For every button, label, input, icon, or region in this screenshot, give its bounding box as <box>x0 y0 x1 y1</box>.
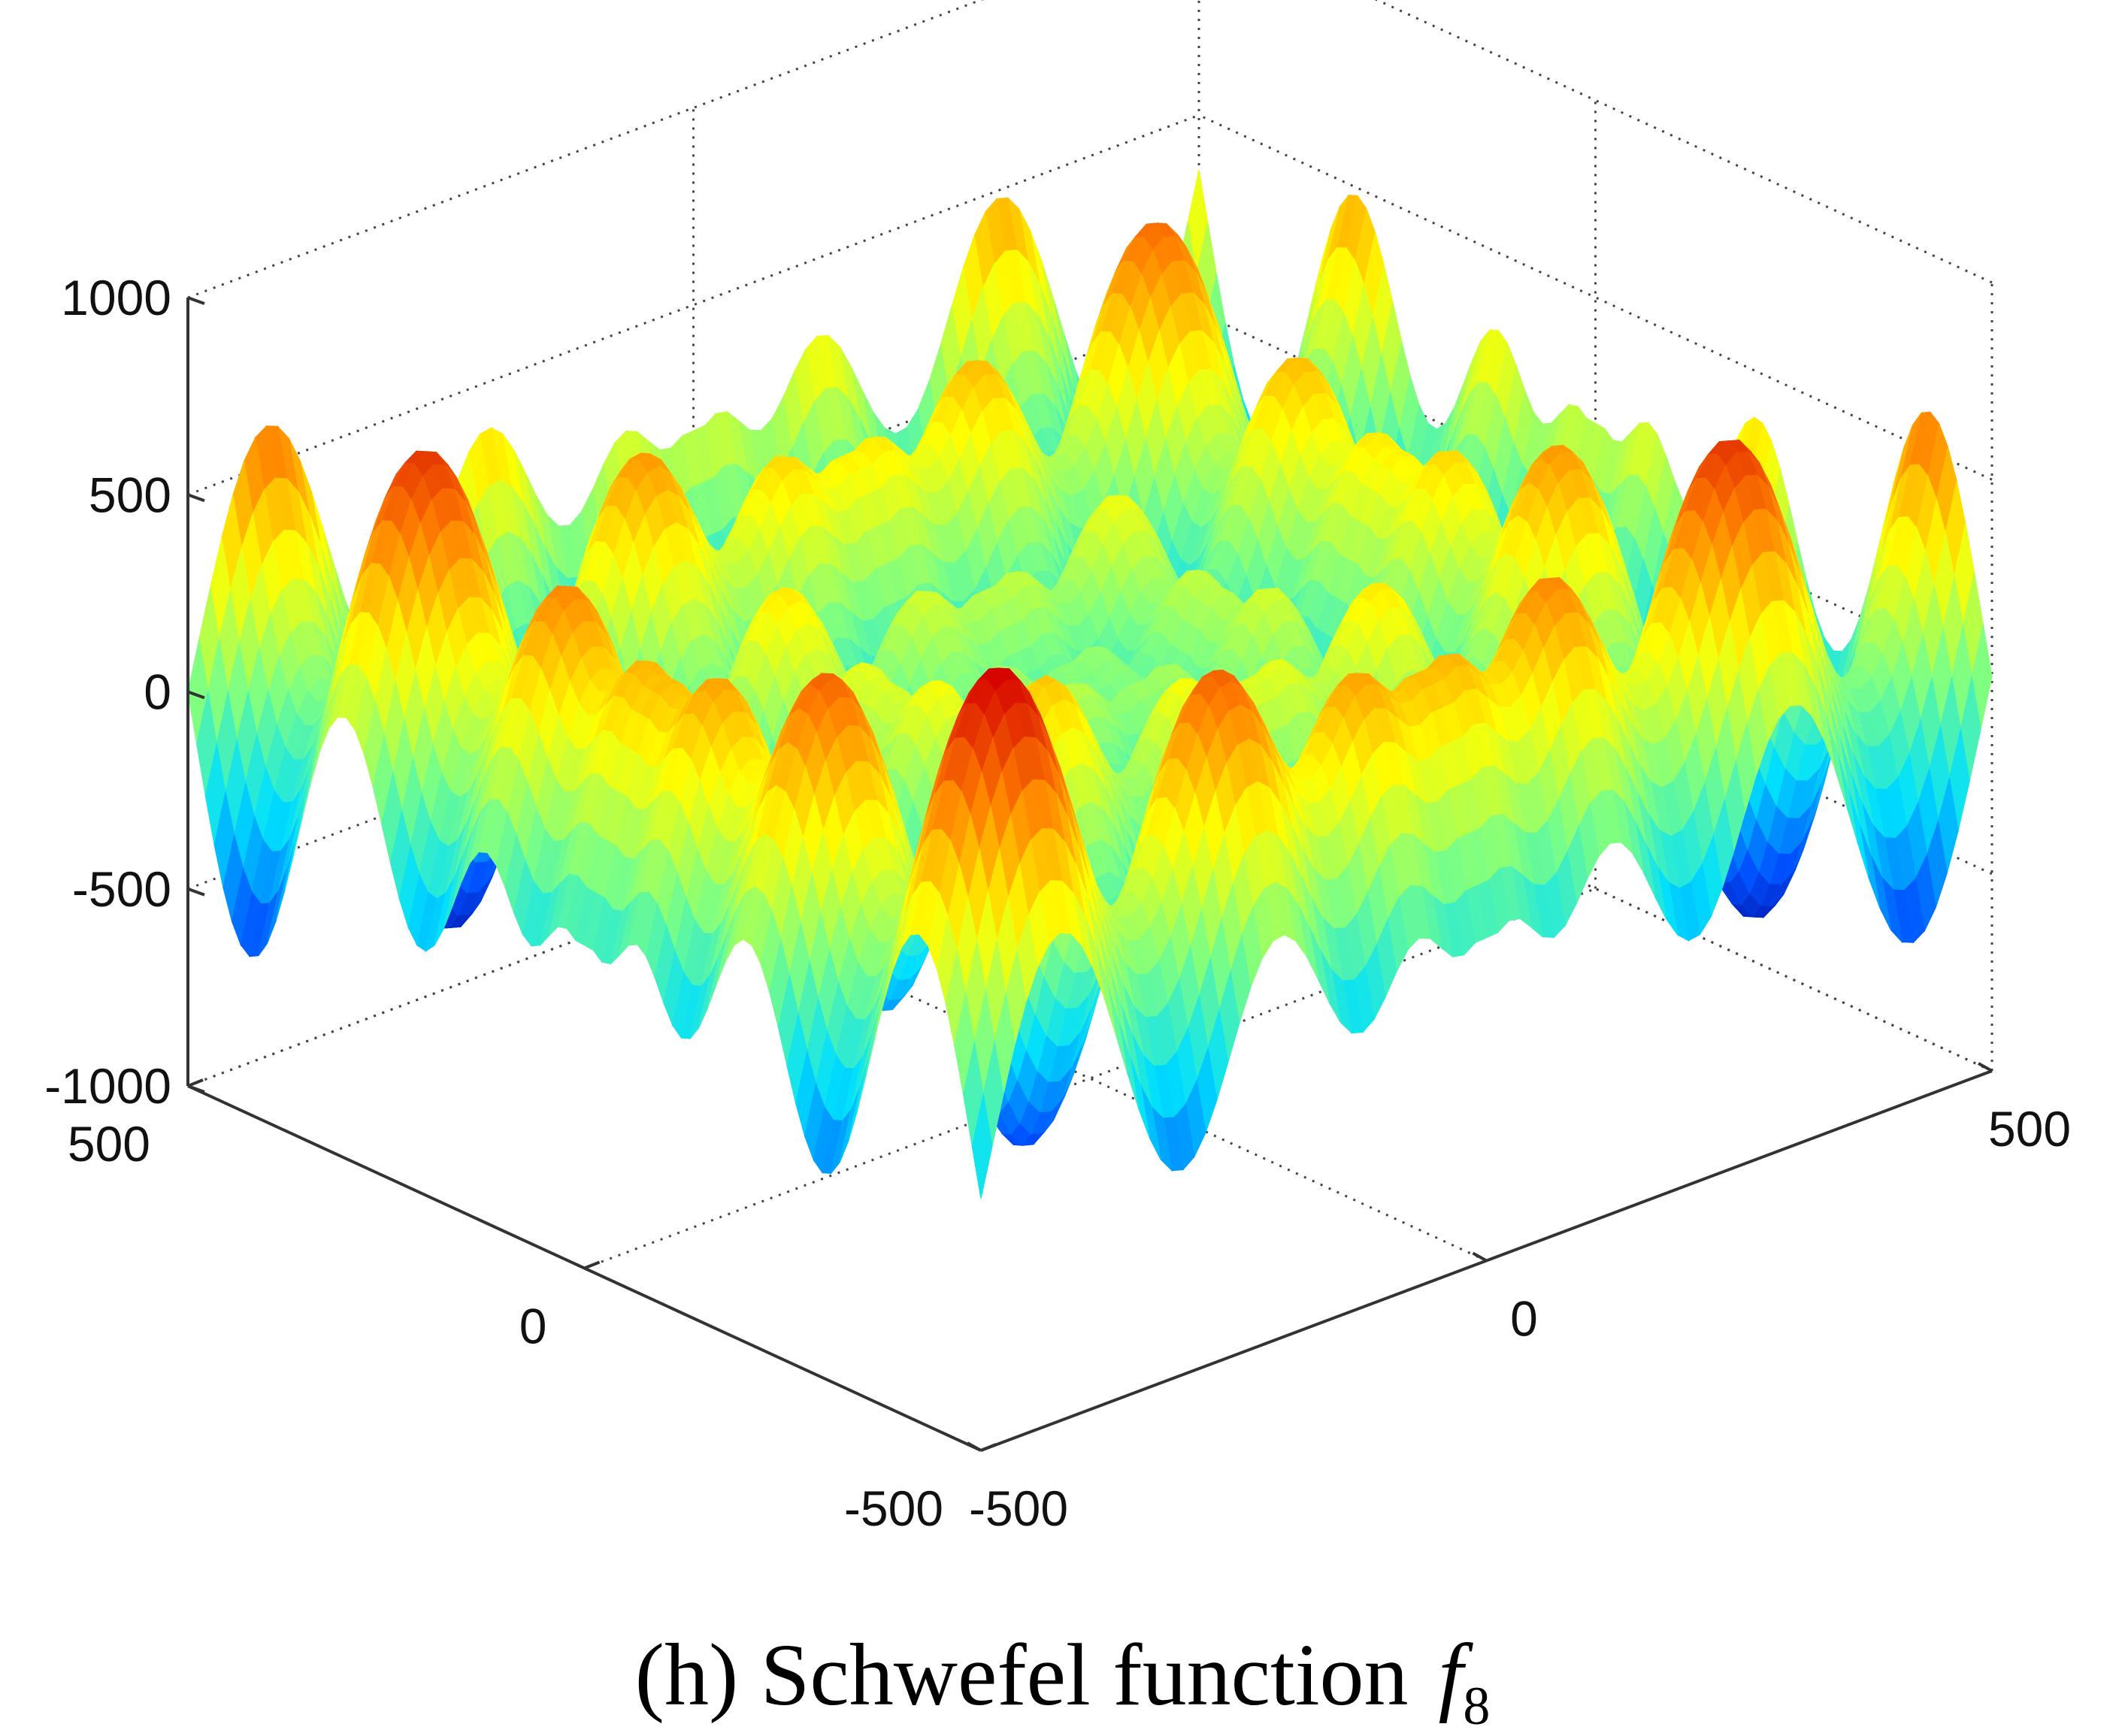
grid-line <box>1199 0 1992 283</box>
grid-line <box>188 0 1199 298</box>
surface <box>188 170 1992 1199</box>
